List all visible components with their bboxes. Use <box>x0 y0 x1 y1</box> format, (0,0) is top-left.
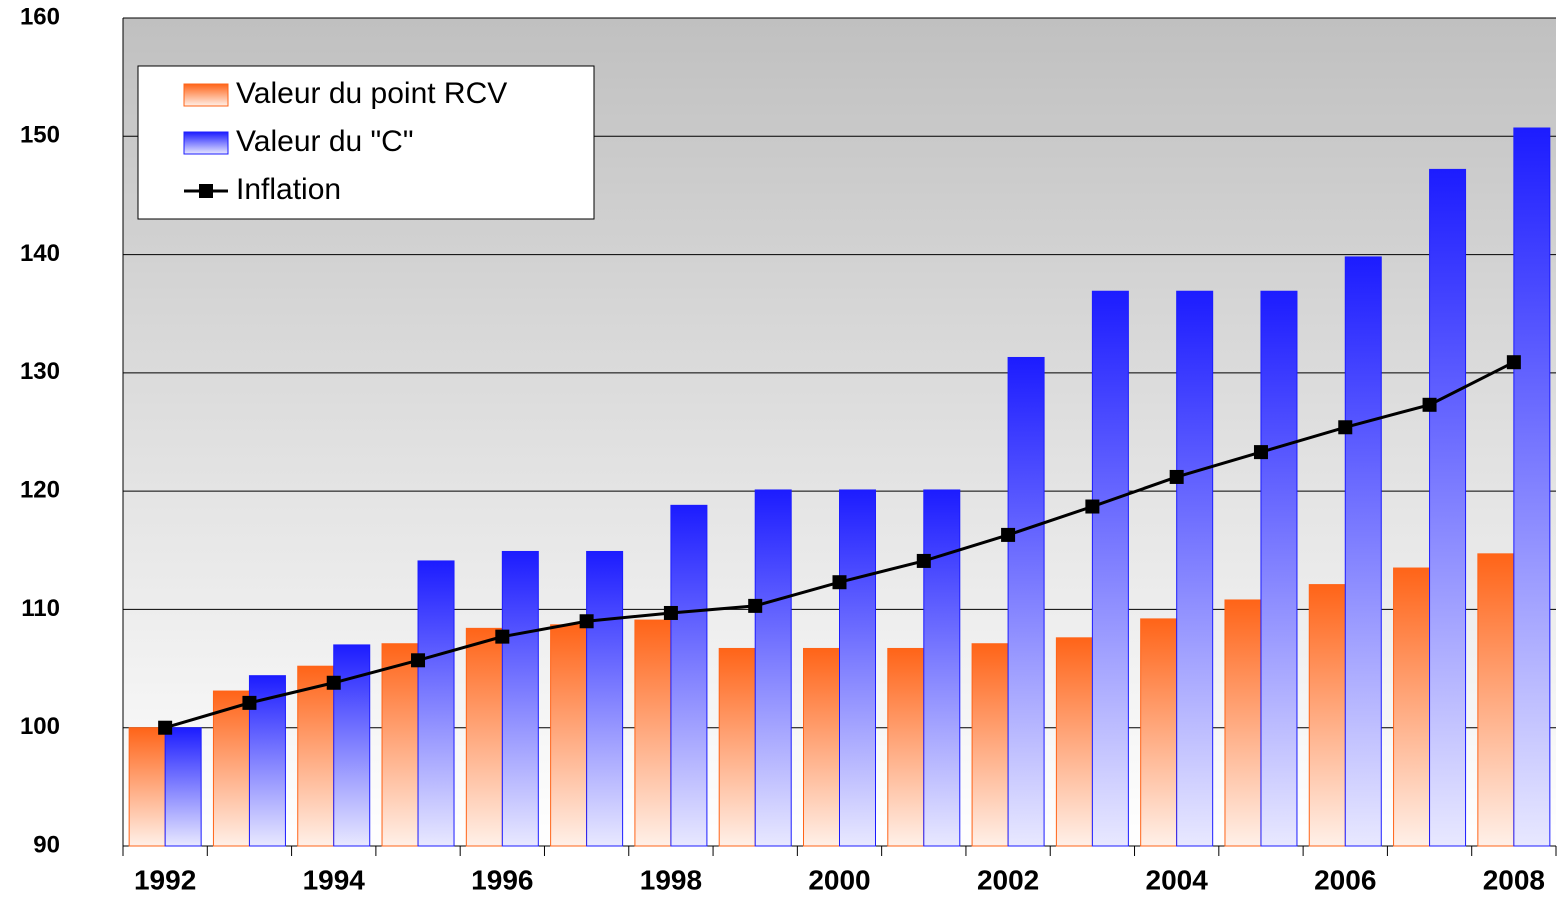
bar <box>128 727 166 847</box>
x-tick-label: 1994 <box>303 864 366 895</box>
y-tick-label: 90 <box>33 831 60 858</box>
marker <box>1001 527 1016 542</box>
marker <box>326 675 341 690</box>
marker <box>495 629 510 644</box>
bar <box>1224 599 1262 847</box>
legend-swatch <box>183 131 229 155</box>
bar <box>1007 356 1045 847</box>
bar <box>1308 584 1346 847</box>
bar <box>1176 290 1214 847</box>
y-tick-label: 130 <box>20 358 60 385</box>
marker <box>1506 355 1521 370</box>
bar <box>839 489 876 847</box>
x-tick-label: 2008 <box>1483 864 1545 895</box>
marker <box>1422 397 1437 412</box>
legend-label: Inflation <box>236 173 341 206</box>
bar <box>297 665 335 847</box>
y-tick-label: 120 <box>20 476 60 503</box>
y-tick-label: 100 <box>20 713 60 740</box>
bar <box>1091 290 1129 847</box>
bar <box>1260 290 1298 847</box>
x-tick-label: 2006 <box>1314 864 1376 895</box>
x-tick-label: 2004 <box>1146 864 1209 895</box>
bar <box>718 647 756 847</box>
bar <box>1140 618 1178 847</box>
legend-label: Valeur du point RCV <box>236 77 507 110</box>
bar <box>465 627 503 847</box>
bar <box>923 489 961 847</box>
marker <box>1169 469 1184 484</box>
marker <box>916 553 931 568</box>
y-tick-label: 110 <box>21 595 60 622</box>
legend-marker <box>199 184 213 198</box>
bar <box>417 560 455 847</box>
bar <box>803 647 840 847</box>
x-tick-label: 1996 <box>471 864 533 895</box>
bar <box>586 550 624 847</box>
x-tick-label: 2000 <box>808 864 870 895</box>
bar <box>550 624 588 847</box>
x-tick-label: 2002 <box>977 864 1039 895</box>
bar <box>1429 168 1467 847</box>
marker <box>663 605 678 620</box>
bar <box>971 643 1009 847</box>
bar <box>212 690 250 847</box>
legend-label: Valeur du "C" <box>236 125 414 158</box>
y-tick-label: 150 <box>20 122 60 149</box>
marker <box>1253 445 1268 460</box>
x-tick-label: 1992 <box>134 864 196 895</box>
bar <box>670 504 708 847</box>
marker <box>242 695 257 710</box>
y-tick-label: 160 <box>20 3 60 30</box>
marker <box>579 614 594 629</box>
bar <box>1477 553 1515 847</box>
legend-swatch <box>183 83 229 107</box>
marker <box>748 598 763 613</box>
bar <box>887 647 925 847</box>
bar <box>164 727 202 847</box>
x-tick-label: 1998 <box>640 864 702 895</box>
bar <box>501 550 539 847</box>
marker <box>158 720 173 735</box>
marker <box>411 653 426 668</box>
y-tick-label: 140 <box>20 240 60 267</box>
bar <box>1393 567 1431 847</box>
bar <box>1344 256 1382 847</box>
marker <box>1338 420 1353 435</box>
bar <box>381 643 419 847</box>
marker <box>1085 499 1100 514</box>
bar <box>754 489 792 847</box>
bar <box>1055 637 1093 847</box>
marker <box>832 575 847 590</box>
bar <box>1513 127 1551 847</box>
bar <box>634 619 672 847</box>
